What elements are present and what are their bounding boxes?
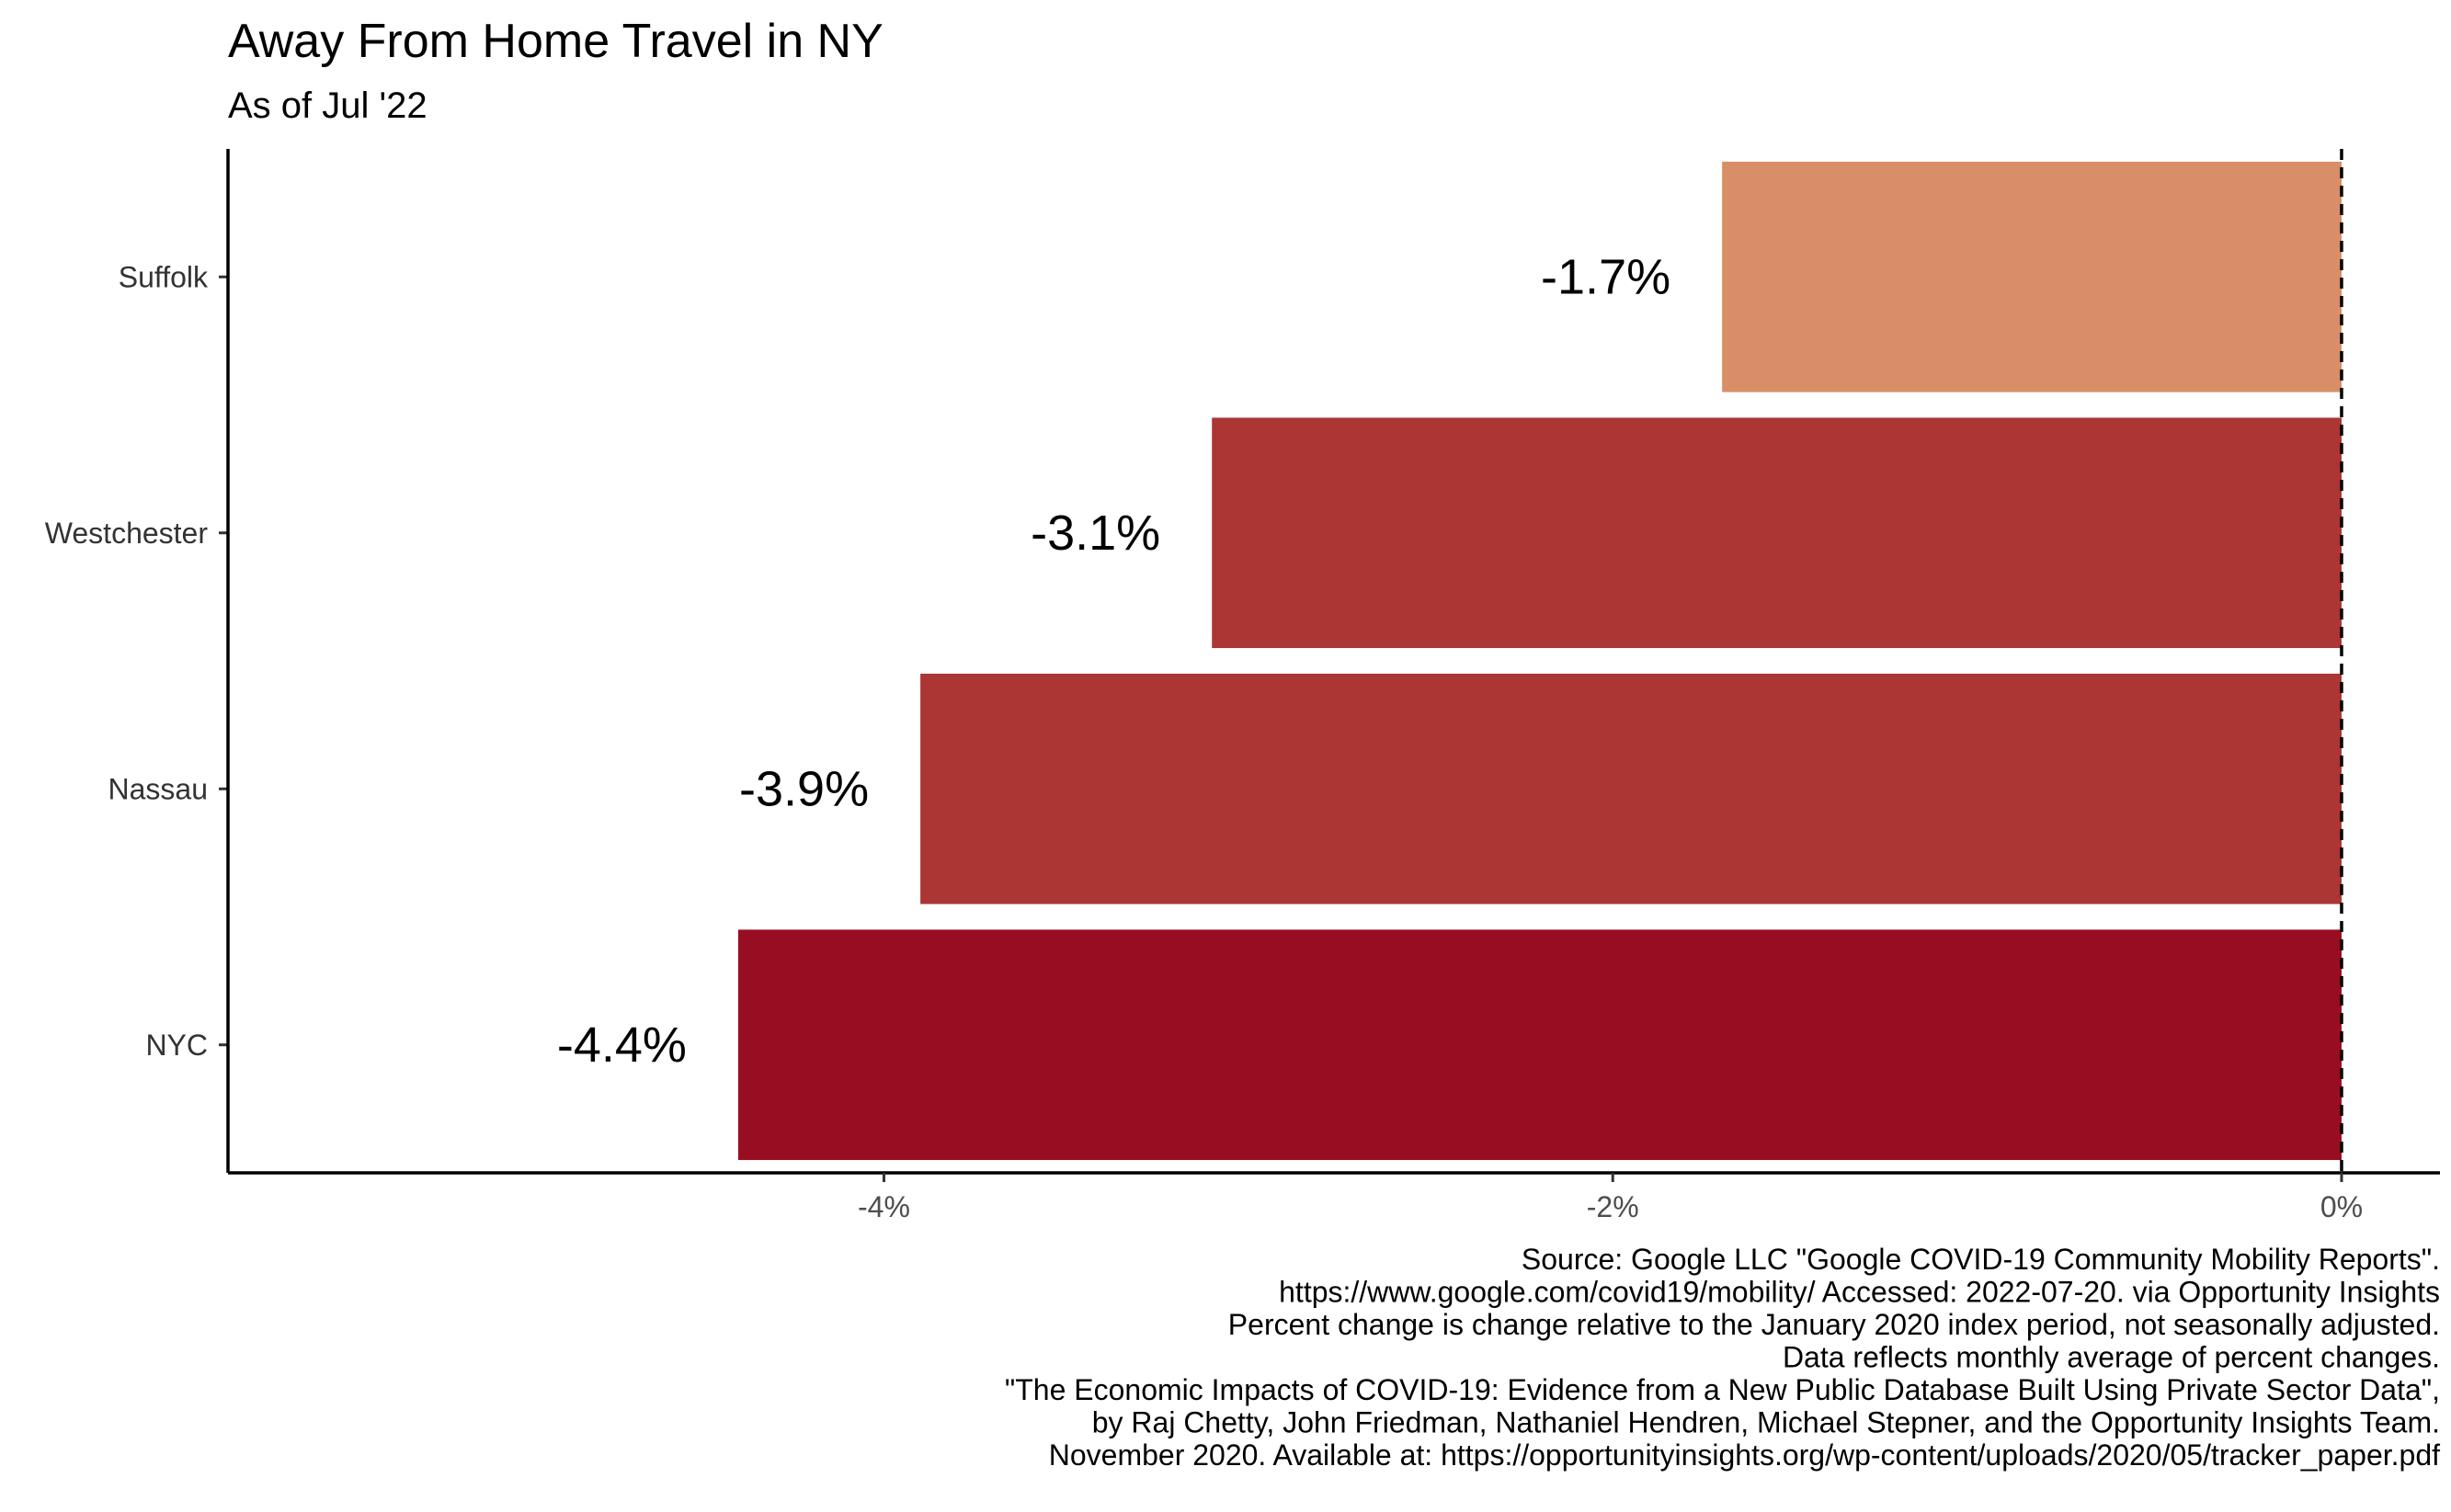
bar-suffolk <box>1722 161 2342 392</box>
caption-line: https://www.google.com/covid19/mobility/… <box>1279 1276 2440 1309</box>
x-tick-label: 0% <box>2320 1190 2363 1223</box>
bar-nassau <box>920 673 2342 904</box>
value-label-suffolk: -1.7% <box>1541 249 1670 304</box>
y-tick-label-nassau: Nassau <box>108 772 209 805</box>
caption-line: Percent change is change relative to the… <box>1228 1308 2440 1341</box>
value-label-nyc: -4.4% <box>557 1017 687 1073</box>
chart-subtitle: As of Jul '22 <box>228 85 428 126</box>
y-tick-label-westchester: Westchester <box>45 517 209 550</box>
value-label-westchester: -3.1% <box>1031 506 1160 561</box>
x-tick-label: -2% <box>1587 1190 1639 1223</box>
value-labels-layer: -1.7% -3.1% -3.9% -4.4% <box>557 249 1670 1073</box>
caption-line: Source: Google LLC "Google COVID-19 Comm… <box>1522 1243 2440 1276</box>
caption-line: Data reflects monthly average of percent… <box>1783 1341 2440 1374</box>
caption-line: by Raj Chetty, John Friedman, Nathaniel … <box>1092 1406 2440 1439</box>
caption: Source: Google LLC "Google COVID-19 Comm… <box>1005 1243 2440 1472</box>
caption-line: November 2020. Available at: https://opp… <box>1049 1438 2440 1472</box>
bar-nyc <box>737 929 2342 1161</box>
caption-line: "The Economic Impacts of COVID-19: Evide… <box>1005 1373 2440 1406</box>
chart-title: Away From Home Travel in NY <box>228 15 884 68</box>
y-tick-label-nyc: NYC <box>145 1029 208 1062</box>
bars-layer <box>737 161 2342 1161</box>
axes-layer: Suffolk Westchester Nassau NYC -4% -2% 0% <box>45 149 2440 1223</box>
x-tick-label: -4% <box>858 1190 910 1223</box>
bar-westchester <box>1212 417 2342 649</box>
value-label-nassau: -3.9% <box>739 761 869 816</box>
y-tick-label-suffolk: Suffolk <box>119 260 209 293</box>
